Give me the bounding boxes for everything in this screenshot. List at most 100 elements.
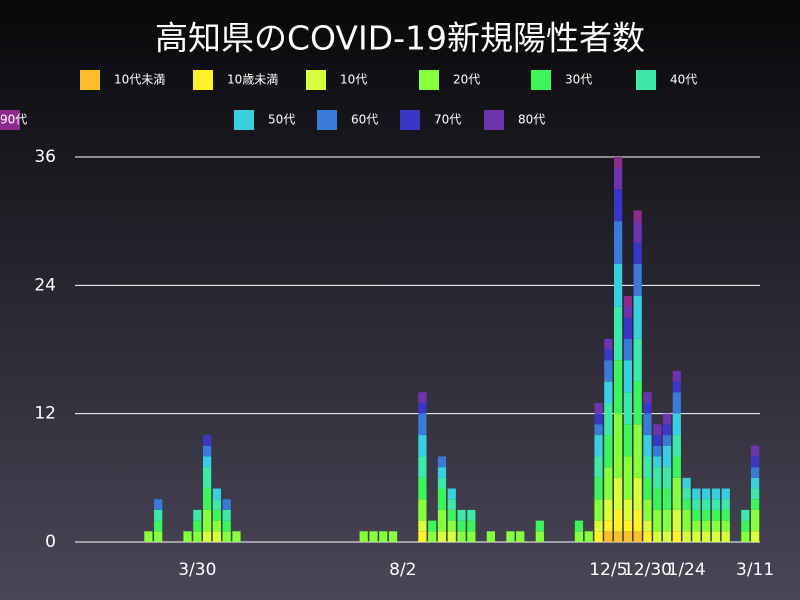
bar-segment [711, 531, 721, 542]
bar-segment [193, 531, 202, 542]
bar-segment [359, 531, 368, 542]
bar-segment [604, 402, 613, 436]
bar-segment [643, 520, 652, 532]
bar-segment [594, 435, 603, 457]
bar-segment [232, 531, 241, 542]
bar-segment [613, 157, 623, 168]
bar-segment [653, 445, 662, 457]
bar-segment [653, 509, 662, 532]
bar-segment [672, 435, 681, 457]
legend-label: 10代 [340, 73, 367, 87]
bar-segment [202, 509, 212, 532]
bar-segment [418, 402, 427, 414]
bar-segment [721, 531, 730, 542]
bar-segment [682, 477, 691, 489]
bar-segment [633, 424, 642, 478]
legend-label: 30代 [565, 73, 592, 87]
bar-segment [662, 509, 672, 532]
bar-segment [623, 520, 633, 532]
bar-segment [633, 221, 642, 243]
bar-segment [643, 392, 652, 403]
bar-segment [692, 499, 701, 510]
bar-segment [594, 402, 603, 414]
bar-segment [750, 488, 760, 500]
bar-segment [653, 424, 662, 436]
bar-segment [623, 499, 633, 521]
bar-segment [437, 531, 447, 542]
bar-segment [604, 381, 613, 403]
legend-label: 10歳未満 [227, 73, 278, 87]
bar-segment [594, 499, 603, 521]
bar-segment [594, 424, 603, 436]
bar-segment [643, 531, 652, 542]
legend-label: 80代 [518, 113, 545, 127]
bar-segment [212, 488, 222, 500]
bar-segment [633, 296, 642, 339]
bar-segment [682, 488, 691, 500]
bar-segment [662, 445, 672, 468]
legend-label: 20代 [453, 73, 480, 87]
x-tick-label: 1/24 [668, 560, 706, 580]
bar-segment [692, 531, 701, 542]
bar-segment [154, 499, 163, 510]
bar-segment [604, 467, 613, 500]
x-tick-label: 12/30 [623, 560, 672, 580]
bar-segment [516, 531, 525, 542]
chart-title: 高知県のCOVID-19新規陽性者数 [155, 19, 645, 58]
bar-segment [711, 488, 721, 500]
bar-segment [202, 445, 212, 457]
bar-segment [594, 531, 603, 542]
bar-segment [633, 509, 642, 532]
bar-segment [212, 509, 222, 521]
bar-segment [643, 435, 652, 457]
bar-segment [202, 467, 212, 489]
bar-segment [604, 338, 613, 350]
bar-segment [222, 509, 231, 521]
bar-segment [623, 456, 633, 500]
legend-swatch [317, 110, 337, 130]
bar-segment [653, 435, 662, 446]
bar-segment [467, 531, 476, 542]
bar-segment [633, 242, 642, 264]
legend-swatch [636, 70, 656, 90]
bar-segment [672, 456, 681, 478]
bar-segment [428, 531, 437, 542]
bar-segment [711, 499, 721, 510]
bar-segment [741, 531, 750, 542]
bar-segment [447, 531, 456, 542]
bar-segment [633, 210, 642, 222]
bar-segment [604, 520, 613, 532]
bar-segment [222, 531, 231, 542]
bar-segment [418, 531, 427, 542]
legend-label: 70代 [434, 113, 461, 127]
bar-segment [643, 402, 652, 414]
y-tick-label: 12 [34, 404, 56, 424]
y-tick-label: 24 [34, 275, 56, 295]
bar-segment [741, 509, 750, 521]
bar-segment [154, 509, 163, 521]
bar-segment [447, 488, 456, 500]
bar-segment [750, 445, 760, 457]
bar-segment [692, 509, 701, 521]
bar-segment [467, 520, 476, 532]
bar-segment [437, 509, 447, 532]
bar-segment [144, 531, 153, 542]
bar-segment [633, 338, 642, 382]
bar-segment [682, 499, 691, 510]
bar-segment [643, 413, 652, 436]
bar-segment [418, 435, 427, 457]
bar-segment [643, 499, 652, 521]
bar-segment [486, 531, 496, 542]
bar-segment [535, 520, 544, 532]
bar-segment [643, 477, 652, 500]
bar-segment [604, 360, 613, 382]
bar-segment [154, 531, 163, 542]
bar-segment [623, 424, 633, 457]
bar-segment [750, 467, 760, 478]
bar-segment [721, 488, 730, 500]
bar-segment [467, 509, 476, 521]
bar-segment [711, 520, 721, 532]
legend-swatch [419, 70, 439, 90]
bar-segment [633, 263, 642, 297]
bar-segment [662, 435, 672, 446]
